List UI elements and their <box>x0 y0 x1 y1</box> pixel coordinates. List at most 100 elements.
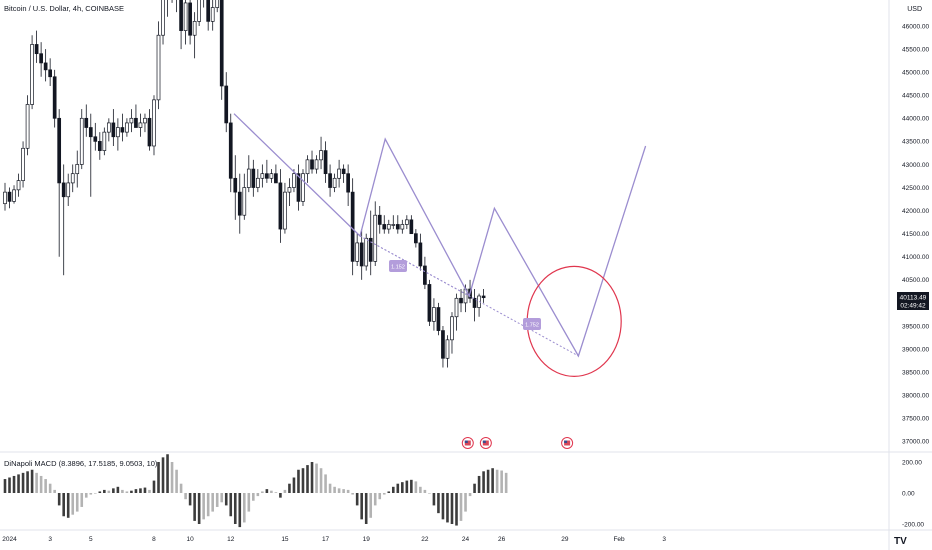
macd-bar <box>464 493 467 512</box>
macd-bar <box>35 472 38 493</box>
candle <box>445 335 450 368</box>
candle-body <box>48 69 53 78</box>
candle <box>481 289 486 303</box>
macd-bar <box>256 493 260 497</box>
candle-body <box>179 0 183 31</box>
candle-body <box>292 173 296 188</box>
candle-body <box>143 117 147 124</box>
macd-bar <box>346 489 350 493</box>
candle <box>84 104 89 137</box>
macd-bar <box>175 469 178 493</box>
macd-bar <box>428 493 431 494</box>
currency-label: USD <box>907 6 922 13</box>
highlight-circle <box>526 265 622 377</box>
candle <box>459 289 463 313</box>
candle-body <box>39 53 43 64</box>
candle <box>21 141 25 188</box>
candle-body <box>418 242 423 267</box>
x-tick-label: 12 <box>227 536 235 543</box>
tradingview-logo[interactable]: TV <box>894 536 907 547</box>
candle <box>395 215 400 234</box>
macd-bar <box>161 457 165 493</box>
candle <box>400 219 405 234</box>
macd-bar <box>215 493 219 507</box>
candle <box>120 113 125 142</box>
candle <box>418 233 423 271</box>
bar-countdown: 02:49:42 <box>900 303 926 310</box>
x-tick-label: 29 <box>561 536 569 543</box>
macd-bar <box>211 493 214 512</box>
candle-body <box>25 104 30 149</box>
candle <box>188 0 192 45</box>
candle <box>328 164 332 197</box>
candle <box>129 109 134 133</box>
candle <box>176 0 177 13</box>
candle <box>436 302 441 336</box>
candle-body <box>215 0 220 8</box>
candle <box>341 164 346 183</box>
y-tick-label: 45500.00 <box>902 46 929 53</box>
x-tick-label: 15 <box>281 536 289 543</box>
candle <box>171 0 173 3</box>
candle <box>255 169 260 193</box>
candle-body <box>242 187 247 216</box>
candle <box>161 0 165 45</box>
y-tick-label: 43000.00 <box>902 162 929 169</box>
macd-bar <box>315 463 318 493</box>
event-flag-canton <box>564 440 568 443</box>
candle <box>97 132 102 160</box>
candle-body <box>30 44 34 105</box>
candle-body <box>61 182 66 198</box>
pattern-label-2: 1.752 <box>525 323 539 329</box>
candle <box>283 182 287 234</box>
candle-body <box>441 330 445 359</box>
x-tick-label: 24 <box>462 536 470 543</box>
macd-bar <box>17 474 20 493</box>
candle <box>450 312 454 354</box>
y-tick-label: 41500.00 <box>902 231 929 238</box>
macd-bar <box>360 493 363 520</box>
candle <box>472 289 477 322</box>
candle <box>242 173 247 220</box>
macd-bar <box>238 493 242 528</box>
macd-bar <box>369 493 373 518</box>
candle-body <box>310 159 314 170</box>
candle-body <box>278 182 283 230</box>
candle-body <box>97 141 102 151</box>
macd-bar <box>382 493 386 495</box>
macd-bar <box>473 483 476 493</box>
candle-body <box>188 2 192 36</box>
candle-body <box>79 117 84 165</box>
candle-body <box>84 117 89 128</box>
candle-body <box>323 150 328 175</box>
candle-body <box>391 224 396 226</box>
macd-bar <box>206 493 210 517</box>
y-tick-label: 43500.00 <box>902 139 929 146</box>
pattern-label-1-bg <box>389 260 407 272</box>
macd-bar <box>301 468 305 493</box>
candle <box>310 150 314 174</box>
candle-body <box>125 122 129 133</box>
candle <box>111 109 116 146</box>
candle <box>116 118 120 151</box>
candle-body <box>423 265 427 285</box>
candle-body <box>16 180 21 191</box>
candle <box>75 150 80 188</box>
pattern-label-1: 1.152 <box>391 265 405 271</box>
last-price-tag: 40113.49 02:49:42 <box>897 292 929 310</box>
candle-body <box>111 122 116 138</box>
candle-body <box>233 177 238 193</box>
candle <box>93 122 98 151</box>
macd-bar <box>21 472 25 493</box>
macd-bar <box>279 493 282 498</box>
candle-body <box>228 122 233 179</box>
candle <box>70 164 75 193</box>
indicator-tick-label: 0.00 <box>902 490 915 497</box>
candle <box>138 113 143 137</box>
indicator-label: DiNapoli MACD (8.3896, 17.5185, 9.0503, … <box>4 459 158 468</box>
candle <box>368 210 373 276</box>
candle <box>152 95 156 156</box>
candle-body <box>183 2 188 31</box>
macd-bar <box>396 483 400 493</box>
